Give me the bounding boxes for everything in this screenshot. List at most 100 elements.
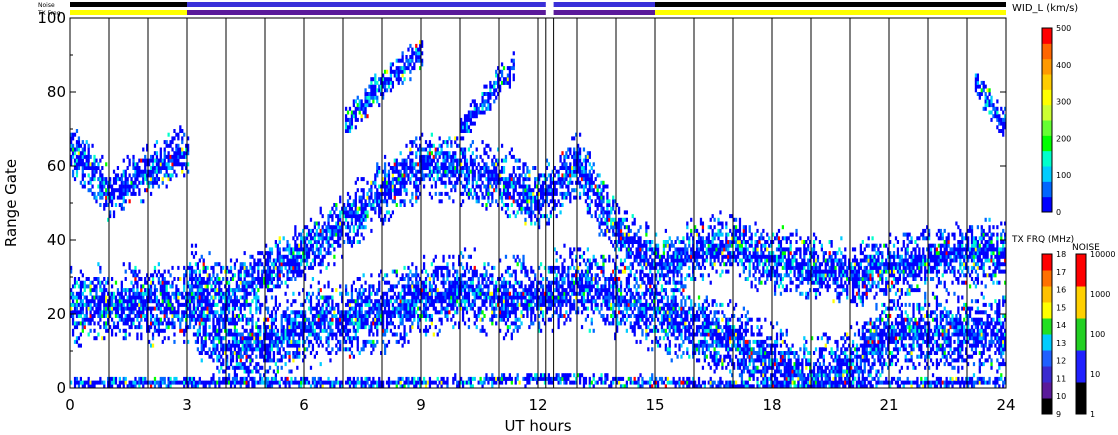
echo-cell [266, 325, 270, 330]
echo-cell [122, 295, 125, 300]
echo-cell [356, 321, 359, 326]
echo-cell [643, 314, 646, 318]
echo-cell [941, 314, 944, 318]
echo-cell [744, 343, 747, 348]
echo-cell [651, 317, 654, 322]
echo-cell [914, 321, 917, 326]
echo-cell [686, 347, 689, 352]
echo-cell [863, 332, 866, 337]
echo-cell [71, 291, 75, 296]
echo-cell [265, 369, 268, 374]
echo-cell [70, 291, 73, 296]
echo-cell [530, 310, 533, 315]
echo-cell [358, 291, 361, 296]
echo-cell [639, 302, 642, 307]
echo-cell [816, 369, 820, 374]
echo-cell [270, 347, 274, 352]
echo-cell [249, 302, 252, 307]
echo-cell [896, 347, 900, 352]
echo-cell [812, 373, 816, 378]
echo-cell [179, 328, 182, 333]
echo-cell [350, 295, 354, 300]
echo-cell [836, 343, 839, 348]
echo-cell [460, 280, 463, 285]
echo-cell [871, 339, 874, 344]
echo-cell [510, 299, 513, 304]
echo-cell [526, 314, 529, 318]
echo-cell [422, 265, 426, 270]
echo-cell [276, 336, 279, 341]
echo-cell [434, 325, 437, 330]
echo-cell [391, 306, 394, 311]
echo-cell [740, 325, 744, 330]
echo-cell [97, 321, 100, 326]
echo-cell [721, 343, 724, 348]
echo-cell [495, 314, 498, 318]
echo-cell [317, 317, 320, 322]
echo-cell [838, 358, 841, 363]
echo-cell [272, 369, 276, 374]
echo-cell [738, 317, 742, 322]
echo-cell [848, 384, 851, 388]
echo-cell [791, 376, 794, 381]
echo-cell [210, 332, 213, 337]
echo-cell [567, 314, 570, 318]
echo-cell [467, 317, 471, 322]
echo-cell [327, 351, 330, 355]
echo-cell [231, 354, 235, 359]
echo-cell [974, 310, 978, 315]
echo-cell [746, 351, 749, 355]
echo-cell [138, 277, 141, 281]
echo-cell [497, 302, 500, 307]
echo-cell [397, 302, 400, 307]
echo-cell [393, 314, 396, 318]
echo-cell [124, 299, 127, 304]
echo-cell [586, 299, 589, 304]
echo-cell [738, 358, 742, 363]
echo-cell [309, 365, 313, 370]
echo-cell [748, 362, 751, 367]
echo-cell [740, 336, 744, 341]
echo-cell [101, 280, 104, 285]
echo-cell [510, 332, 513, 337]
echo-cell [875, 325, 878, 330]
echo-cell [664, 291, 667, 296]
echo-cell [83, 317, 86, 322]
echo-cell [497, 288, 500, 293]
echo-cell [276, 347, 279, 352]
echo-cell [311, 343, 315, 348]
echo-cell [965, 332, 968, 337]
echo-cell [770, 321, 773, 326]
echo-cell [701, 365, 705, 370]
echo-cell [972, 343, 976, 348]
echo-cell [740, 369, 744, 374]
echo-cell [910, 347, 913, 352]
echo-cell [461, 288, 465, 293]
echo-cell [506, 306, 510, 311]
echo-cell [378, 317, 381, 322]
echo-cell [341, 291, 344, 296]
echo-cell [212, 373, 215, 378]
echo-cell [471, 299, 474, 304]
echo-cell [243, 347, 246, 352]
echo-cell [982, 321, 985, 326]
echo-cell [783, 362, 786, 367]
echo-cell [996, 310, 999, 315]
echo-cell [670, 332, 673, 337]
echo-cell [461, 299, 465, 304]
echo-cell [651, 299, 654, 304]
echo-cell [75, 295, 79, 300]
echo-cell [389, 284, 393, 289]
echo-cell [512, 328, 515, 333]
echo-cell [179, 277, 182, 281]
echo-cell [255, 332, 258, 337]
echo-cell [881, 310, 884, 315]
echo-cell [770, 336, 773, 341]
echo-cell [857, 369, 861, 374]
echo-cell [405, 332, 408, 337]
echo-cell [512, 302, 515, 307]
echo-cell [204, 299, 207, 304]
echo-cell [202, 310, 205, 315]
echo-cell [674, 343, 677, 348]
echo-cell [504, 291, 508, 296]
